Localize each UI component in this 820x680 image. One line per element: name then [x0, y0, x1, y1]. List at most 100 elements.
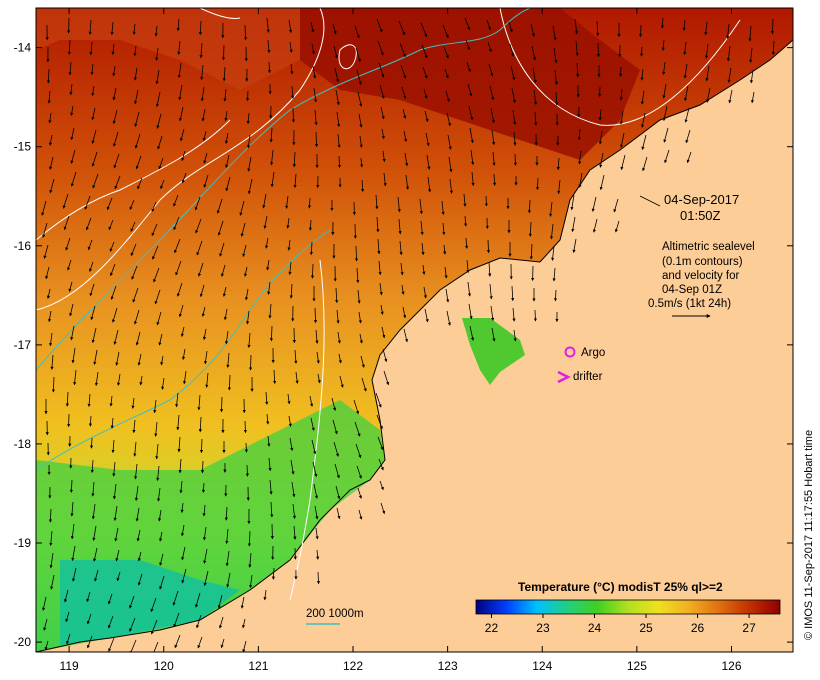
velocity-arrow: [316, 351, 320, 364]
velocity-arrow: [265, 391, 269, 405]
velocity-arrow: [420, 220, 424, 236]
velocity-arrow: [132, 23, 136, 35]
velocity-arrow: [43, 618, 48, 631]
velocity-arrow: [111, 43, 115, 56]
velocity-arrow: [68, 281, 73, 293]
velocity-arrow: [419, 198, 423, 215]
velocity-arrow: [382, 348, 388, 363]
velocity-arrow: [136, 529, 141, 542]
velocity-arrow: [89, 261, 94, 273]
velocity-arrow: [337, 133, 341, 148]
velocity-arrow: [354, 421, 361, 437]
velocity-arrow: [223, 308, 228, 321]
velocity-arrow: [115, 351, 120, 366]
velocity-arrow: [447, 134, 452, 150]
velocity-arrow: [511, 87, 516, 104]
velocity-arrow: [288, 261, 292, 276]
altimetry-note-line: and velocity for: [662, 270, 740, 282]
velocity-arrow: [266, 17, 270, 33]
velocity-arrow: [90, 63, 94, 76]
velocity-arrow: [570, 194, 575, 211]
velocity-arrow: [336, 309, 340, 324]
velocity-arrow: [242, 244, 247, 258]
velocity-arrow: [378, 62, 385, 78]
velocity-arrow: [220, 264, 226, 278]
velocity-arrow: [314, 131, 319, 148]
velocity-arrow: [182, 370, 187, 385]
velocity-arrow: [262, 193, 267, 209]
velocity-arrow: [619, 88, 623, 101]
velocity-arrow: [337, 331, 341, 344]
velocity-arrow: [219, 396, 224, 413]
altimetry-note-line: (0.1m contours): [662, 256, 743, 268]
velocity-arrow: [289, 283, 293, 299]
velocity-arrow: [375, 194, 379, 210]
velocity-arrow: [377, 436, 384, 451]
colorbar-tick-label: 25: [639, 621, 653, 635]
velocity-arrow: [63, 215, 70, 231]
velocity-arrow: [333, 45, 338, 59]
velocity-arrow: [333, 441, 339, 457]
colorbar-tick-label: 26: [691, 621, 705, 635]
velocity-arrow: [219, 616, 224, 629]
velocity-arrow: [133, 45, 137, 57]
velocity-arrow: [85, 217, 92, 231]
velocity-arrow: [246, 112, 250, 125]
velocity-arrow: [379, 84, 385, 99]
velocity-arrow: [200, 460, 205, 474]
velocity-arrow: [177, 436, 181, 453]
velocity-arrow: [490, 305, 495, 322]
velocity-arrow: [88, 415, 93, 427]
velocity-arrow: [307, 197, 312, 209]
velocity-arrow: [313, 87, 318, 103]
velocity-arrow: [220, 638, 225, 649]
velocity-arrow: [331, 397, 337, 412]
latitude-axis: -14 -15 -16 -17 -18 -19 -20: [14, 41, 793, 649]
velocity-arrow: [382, 150, 386, 163]
velocity-arrow: [155, 69, 160, 85]
velocity-arrow: [92, 173, 99, 189]
sealevel-contour: [289, 259, 325, 601]
sst-warm-core: [300, 8, 640, 160]
velocity-arrow: [199, 438, 204, 454]
velocity-arrow: [131, 265, 138, 280]
velocity-arrow: [160, 179, 165, 190]
velocity-arrow: [222, 286, 227, 297]
velocity-arrow: [44, 640, 49, 651]
velocity-arrow: [94, 371, 99, 387]
velocity-arrow: [47, 310, 52, 323]
velocity-arrow: [684, 85, 689, 102]
colorbar-tick-label: 23: [536, 621, 550, 635]
velocity-arrow: [354, 245, 359, 262]
velocity-arrow: [487, 41, 492, 53]
velocity-arrow: [378, 458, 384, 471]
velocity-arrow: [465, 39, 471, 51]
velocity-arrow: [135, 331, 141, 346]
velocity-arrow: [225, 550, 230, 567]
velocity-arrow: [486, 19, 492, 31]
velocity-arrow: [599, 174, 605, 191]
velocity-arrow: [463, 215, 468, 227]
velocity-arrow: [549, 201, 553, 217]
velocity-arrow: [662, 61, 666, 76]
velocity-arrow: [151, 201, 157, 213]
velocity-arrow: [553, 289, 558, 302]
velocity-arrow: [683, 63, 688, 79]
velocity-arrow: [172, 590, 179, 606]
velocity-arrow: [424, 110, 429, 123]
velocity-arrow: [468, 303, 473, 320]
velocity-arrow: [663, 127, 669, 143]
velocity-arrow: [291, 107, 296, 123]
velocity-arrow: [49, 530, 53, 547]
velocity-arrow: [70, 105, 74, 117]
velocity-arrow: [399, 240, 403, 256]
velocity-arrow: [49, 552, 54, 569]
velocity-arrow: [133, 67, 138, 81]
velocity-arrow: [130, 221, 136, 232]
velocity-arrow: [706, 87, 711, 103]
velocity-arrow: [513, 153, 517, 166]
velocity-arrow: [357, 91, 363, 107]
velocity-arrow: [134, 133, 141, 149]
velocity-arrow: [181, 172, 187, 184]
velocity-arrow: [770, 18, 775, 35]
